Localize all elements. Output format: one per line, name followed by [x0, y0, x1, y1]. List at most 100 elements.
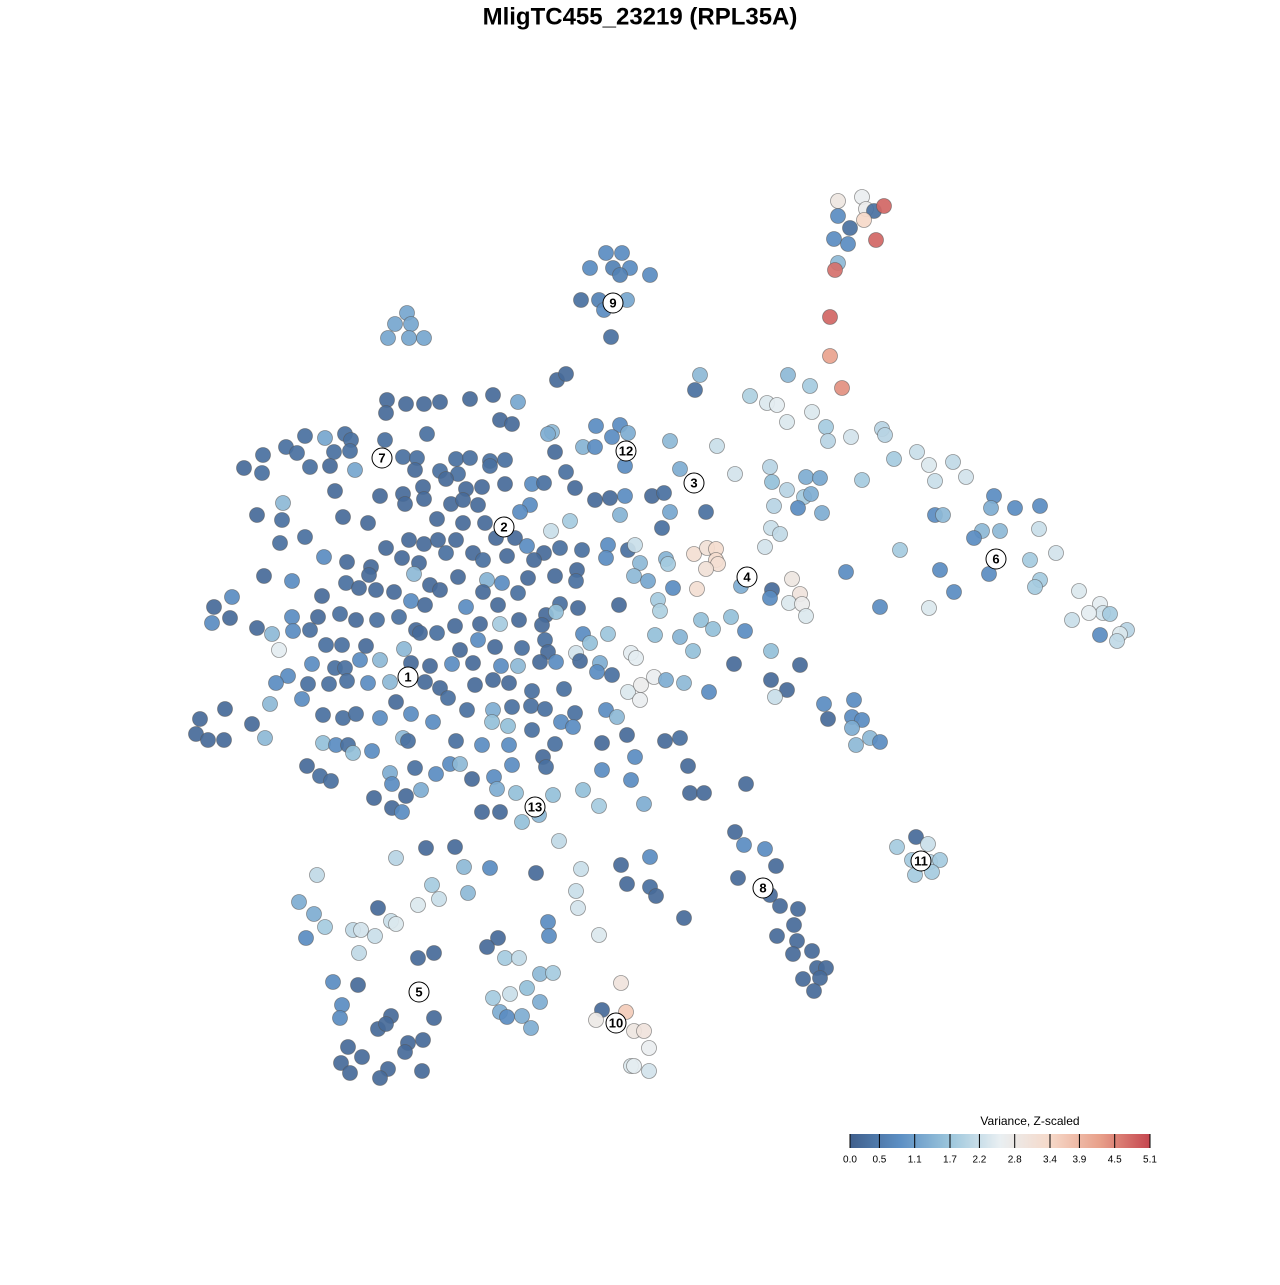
- point: [388, 916, 404, 932]
- point: [403, 706, 419, 722]
- point: [686, 546, 702, 562]
- point: [812, 970, 828, 986]
- point: [298, 930, 314, 946]
- point: [816, 696, 832, 712]
- point: [692, 367, 708, 383]
- point: [868, 232, 884, 248]
- point: [417, 597, 433, 613]
- point: [568, 883, 584, 899]
- point: [609, 709, 625, 725]
- point: [636, 796, 652, 812]
- point: [627, 749, 643, 765]
- point: [280, 668, 296, 684]
- point: [470, 497, 486, 513]
- point: [500, 718, 516, 734]
- point: [447, 618, 463, 634]
- point: [361, 567, 377, 583]
- point: [587, 492, 603, 508]
- point: [332, 1010, 348, 1026]
- cluster-label-bg: [397, 666, 419, 688]
- point: [658, 672, 674, 688]
- point: [482, 458, 498, 474]
- point: [623, 772, 639, 788]
- point: [614, 245, 630, 261]
- cluster-label-bg: [615, 440, 637, 462]
- point: [334, 997, 350, 1013]
- point: [736, 837, 752, 853]
- point: [617, 488, 633, 504]
- point: [701, 684, 717, 700]
- point: [447, 839, 463, 855]
- colorbar-tick-label: 3.9: [1072, 1155, 1086, 1166]
- cluster-label-bg: [524, 796, 546, 818]
- point: [792, 657, 808, 673]
- point: [772, 526, 788, 542]
- point: [492, 804, 508, 820]
- point: [966, 530, 982, 546]
- point: [398, 788, 414, 804]
- point: [786, 917, 802, 933]
- point: [249, 507, 265, 523]
- point: [455, 515, 471, 531]
- point: [367, 928, 383, 944]
- point: [285, 623, 301, 639]
- cluster-label: 6: [992, 551, 999, 566]
- point: [416, 536, 432, 552]
- point: [284, 609, 300, 625]
- point: [514, 1008, 530, 1024]
- point: [523, 698, 539, 714]
- point: [945, 454, 961, 470]
- point: [657, 733, 673, 749]
- point: [425, 714, 441, 730]
- point: [573, 861, 589, 877]
- point: [510, 658, 526, 674]
- point: [302, 622, 318, 638]
- point: [415, 1032, 431, 1048]
- point: [598, 550, 614, 566]
- colorbar-tick-label: 2.8: [1008, 1155, 1022, 1166]
- point: [766, 498, 782, 514]
- point: [406, 566, 422, 582]
- point: [418, 840, 434, 856]
- point: [804, 943, 820, 959]
- point: [520, 570, 536, 586]
- point: [548, 654, 564, 670]
- point: [769, 928, 785, 944]
- point: [619, 876, 635, 892]
- point: [532, 654, 548, 670]
- point: [360, 675, 376, 691]
- point: [856, 212, 872, 228]
- point: [780, 367, 796, 383]
- point: [489, 781, 505, 797]
- point: [397, 1044, 413, 1060]
- point: [600, 626, 616, 642]
- point: [820, 711, 836, 727]
- point: [812, 470, 828, 486]
- point: [612, 507, 628, 523]
- point: [254, 465, 270, 481]
- point: [378, 1016, 394, 1032]
- point: [642, 267, 658, 283]
- point: [448, 532, 464, 548]
- point: [333, 1055, 349, 1071]
- point: [339, 673, 355, 689]
- point: [598, 245, 614, 261]
- point: [275, 495, 291, 511]
- point: [1071, 583, 1087, 599]
- point: [846, 692, 862, 708]
- cluster-label: 4: [743, 569, 751, 584]
- point: [268, 675, 284, 691]
- colorbar-tick-label: 0.0: [843, 1155, 857, 1166]
- point: [822, 348, 838, 364]
- point: [448, 451, 464, 467]
- point: [594, 762, 610, 778]
- point: [565, 719, 581, 735]
- point: [627, 537, 643, 553]
- point: [384, 776, 400, 792]
- point: [709, 438, 725, 454]
- point: [309, 867, 325, 883]
- point: [448, 733, 464, 749]
- point: [1031, 521, 1047, 537]
- point: [632, 692, 648, 708]
- point: [877, 427, 893, 443]
